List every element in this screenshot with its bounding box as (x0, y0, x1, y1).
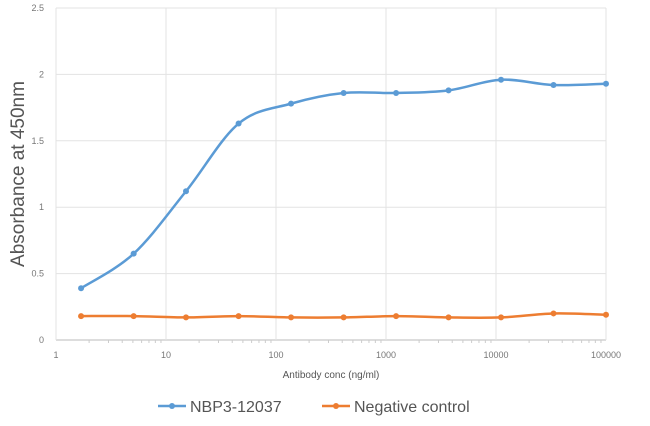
series-group (78, 76, 609, 321)
data-point (550, 310, 557, 317)
legend-label: NBP3-12037 (190, 399, 282, 416)
data-point (235, 120, 242, 127)
data-point (78, 313, 85, 320)
x-tick-label: 100 (268, 350, 283, 360)
y-tick-label: 2 (39, 69, 44, 79)
y-tick-label: 1 (39, 202, 44, 212)
y-axis-ticks: 0 0.5 1 1.5 2 2.5 (31, 3, 44, 345)
data-point (340, 89, 347, 96)
data-point (288, 314, 295, 321)
series-line-0 (80, 78, 607, 290)
x-tick-label: 1 (53, 350, 58, 360)
y-tick-label: 1.5 (31, 136, 44, 146)
grid (55, 7, 607, 343)
legend-marker (169, 403, 175, 409)
x-axis-ticks: 1 10 100 1000 10000 100000 (53, 350, 621, 360)
y-tick-label: 0.5 (31, 269, 44, 279)
data-point (393, 313, 400, 320)
data-point (445, 87, 452, 94)
data-point (235, 313, 242, 320)
data-point (603, 80, 609, 87)
data-point (393, 89, 400, 96)
data-point (603, 311, 609, 318)
data-point (498, 314, 505, 321)
x-axis-label: Antibody conc (ng/ml) (283, 370, 380, 381)
data-point (498, 76, 505, 83)
legend: NBP3-12037 Negative control (158, 399, 470, 416)
data-point (445, 314, 452, 321)
y-axis-label: Absorbance at 450nm (8, 81, 29, 267)
data-point (288, 100, 295, 107)
x-tick-label: 10000 (483, 350, 508, 360)
data-point (183, 188, 190, 195)
data-point (183, 314, 190, 321)
y-tick-label: 0 (39, 335, 44, 345)
data-point (130, 250, 137, 257)
data-point (78, 285, 85, 292)
legend-label: Negative control (354, 399, 470, 416)
data-point (550, 82, 557, 89)
data-point (340, 314, 347, 321)
x-tick-label: 100000 (591, 350, 621, 360)
data-point (130, 313, 137, 320)
legend-marker (333, 403, 339, 409)
y-tick-label: 2.5 (31, 3, 44, 13)
x-tick-label: 10 (161, 350, 171, 360)
x-tick-label: 1000 (376, 350, 396, 360)
